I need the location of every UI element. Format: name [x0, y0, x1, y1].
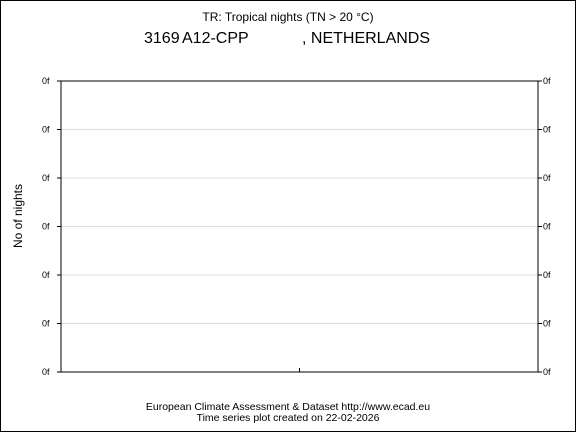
gridlines: [61, 129, 538, 324]
y-tick-label-left: 0f: [42, 319, 50, 329]
station-country: , NETHERLANDS: [302, 30, 430, 47]
axis-ticks: 0f 0f 0f 0f 0f 0f 0f 0f 0f 0f 0f 0f 0f 0f: [42, 76, 551, 377]
y-tick-label-left: 0f: [42, 125, 50, 135]
y-tick-label-right: 0f: [543, 319, 551, 329]
footer-date: Time series plot created on 22-02-2026: [197, 412, 380, 424]
y-tick-label-left: 0f: [42, 270, 50, 280]
y-tick-label-right: 0f: [543, 222, 551, 232]
y-tick-label-left: 0f: [42, 173, 50, 183]
footer-credit: European Climate Assessment & Dataset ht…: [146, 401, 430, 413]
y-tick-label-right: 0f: [543, 367, 551, 377]
station-id: 3169: [144, 30, 180, 47]
station-name: A12-CPP: [182, 30, 249, 47]
chart-title: TR: Tropical nights (TN > 20 °C): [202, 10, 373, 24]
y-tick-label-left: 0f: [42, 76, 50, 86]
y-tick-label-right: 0f: [543, 76, 551, 86]
y-tick-label-left: 0f: [42, 222, 50, 232]
y-axis-label: No of nights: [11, 184, 25, 248]
y-tick-label-right: 0f: [543, 125, 551, 135]
y-tick-label-right: 0f: [543, 270, 551, 280]
y-tick-label-left: 0f: [42, 367, 50, 377]
y-tick-label-right: 0f: [543, 173, 551, 183]
